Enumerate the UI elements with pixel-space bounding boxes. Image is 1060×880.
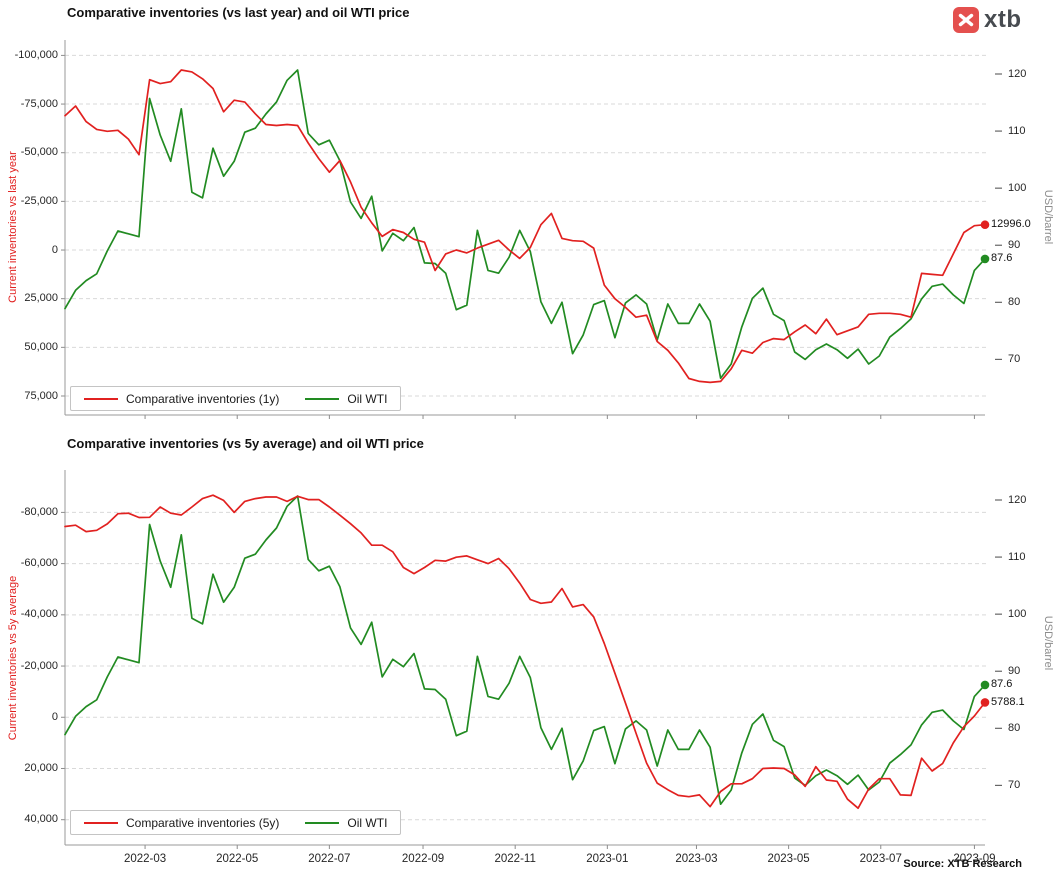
chart2-title: Comparative inventories (vs 5y average) … bbox=[67, 436, 424, 451]
legend-label: Comparative inventories (1y) bbox=[126, 391, 280, 406]
legend-item-oil-wti: Oil WTI bbox=[305, 392, 387, 406]
legend-item-inventories-1y: Comparative inventories (1y) bbox=[84, 392, 279, 406]
oil-wti-line-swatch bbox=[305, 821, 340, 824]
xtb-x-icon bbox=[953, 7, 979, 33]
chart2-left-axis-title: Current inventories vs 5y average bbox=[7, 575, 19, 741]
series-end-dot-comparative-inventories-5y bbox=[980, 698, 990, 707]
chart1-left-axis-title: Current inventories vs last year bbox=[7, 151, 19, 303]
inventories-line-swatch bbox=[84, 821, 118, 824]
series-line-comparative-inventories-5y bbox=[64, 494, 986, 810]
series-end-dot-comparative-inventories-1y bbox=[980, 220, 990, 230]
xtb-logo: xtb bbox=[953, 7, 1022, 33]
chart2-right-axis-title: USD/barrel bbox=[1042, 615, 1054, 671]
legend-item-inventories-5y: Comparative inventories (5y) bbox=[84, 816, 279, 830]
chart2-legend: Comparative inventories (5y) Oil WTI bbox=[70, 810, 402, 835]
inventories-line-swatch bbox=[84, 397, 118, 400]
chart1-legend: Comparative inventories (1y) Oil WTI bbox=[70, 386, 402, 411]
chart1-title: Comparative inventories (vs last year) a… bbox=[67, 5, 410, 20]
series-end-dot-oil-wti bbox=[980, 680, 990, 690]
series-line-oil-wti bbox=[64, 69, 986, 380]
legend-label: Oil WTI bbox=[347, 815, 388, 830]
oil-wti-line-swatch bbox=[305, 397, 340, 400]
legend-item-oil-wti: Oil WTI bbox=[305, 816, 387, 830]
legend-label: Oil WTI bbox=[347, 391, 388, 406]
chart1-right-axis-title: USD/barrel bbox=[1042, 189, 1054, 245]
legend-label: Comparative inventories (5y) bbox=[126, 815, 280, 830]
xtb-logo-text: xtb bbox=[984, 6, 1022, 33]
series-line-oil-wti bbox=[64, 495, 986, 806]
series-end-dot-oil-wti bbox=[980, 254, 990, 264]
source-credit: Source: XTB Research bbox=[903, 858, 1022, 870]
series-line-comparative-inventories-1y bbox=[64, 69, 986, 384]
